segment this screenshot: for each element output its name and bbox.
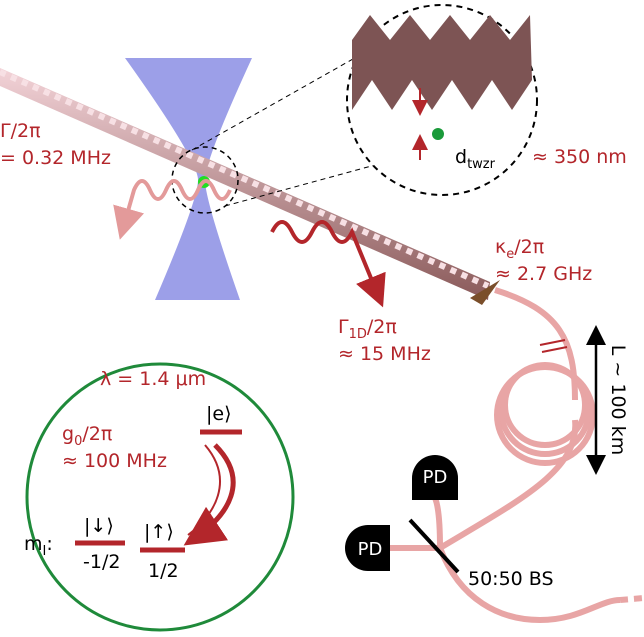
text: Γ [338, 316, 349, 338]
text: κ [495, 236, 506, 258]
waveguide [0, 68, 500, 305]
fiber [390, 287, 644, 624]
detector-label: PD [358, 539, 383, 560]
detector [412, 455, 458, 500]
splitter-label: 50:50 BS [468, 568, 554, 590]
beam-splitter [408, 518, 460, 574]
gamma1d-value: ≈ 15 MHz [338, 343, 431, 365]
text: twzr [467, 157, 496, 172]
coupling-label: g0/2π [62, 423, 112, 449]
gamma-label: Γ/2π [0, 120, 41, 142]
gamma-value: = 0.32 MHz [0, 147, 111, 169]
text: m [24, 533, 43, 555]
text: /2π [82, 423, 112, 445]
kappa-label: κe/2π [495, 236, 544, 262]
zoom-waveguide [352, 15, 532, 110]
free-space-emission [113, 179, 232, 240]
level-diagram-circle [25, 362, 295, 632]
text: g [62, 423, 74, 445]
up-m: 1/2 [148, 560, 179, 582]
text: : [46, 533, 52, 555]
atom-zoom [432, 128, 444, 140]
dtwzr-label: dtwzr [455, 146, 496, 172]
text: /2π [514, 236, 544, 258]
down-m: -1/2 [83, 551, 120, 573]
text: /2π [367, 316, 397, 338]
text: d [455, 146, 467, 168]
transition-arrow [187, 444, 221, 536]
up-label: |↑⟩ [144, 521, 174, 543]
transition-arrow [183, 443, 236, 546]
wavelength: λ = 1.4 μm [100, 368, 206, 390]
fiber-connector [541, 346, 568, 353]
down-label: |↓⟩ [84, 515, 114, 537]
length-label: L ~ 100 km [607, 345, 629, 455]
gamma1d-label: Γ1D/2π [338, 316, 397, 342]
tweezer-beam [125, 58, 252, 300]
spin-label: mI: [24, 533, 53, 559]
text: I [43, 544, 47, 559]
waveguide-emission [270, 220, 386, 308]
text: 0 [74, 434, 82, 449]
text: 1D [349, 327, 367, 342]
fiber-connector [539, 339, 566, 346]
kappa-value: ≈ 2.7 GHz [495, 263, 592, 285]
detector [345, 525, 390, 571]
dtwzr-value: ≈ 350 nm [532, 146, 627, 168]
zoom-line [224, 164, 376, 207]
excited-label: |e⟩ [206, 403, 232, 425]
text: e [506, 247, 514, 262]
coupling-value: ≈ 100 MHz [62, 450, 167, 472]
detector-label: PD [423, 467, 448, 488]
